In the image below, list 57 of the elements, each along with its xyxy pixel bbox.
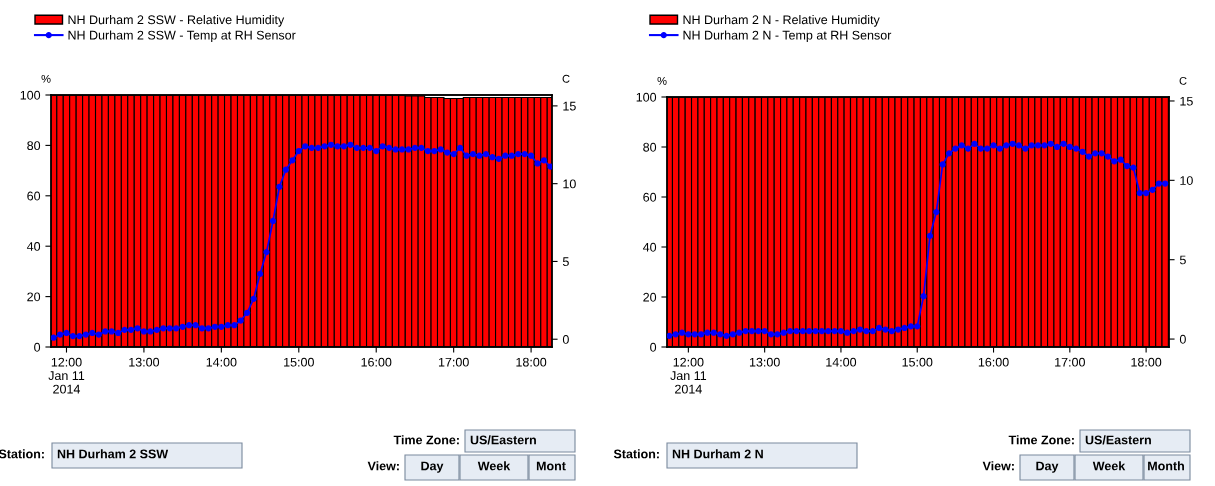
y-axis-title: % bbox=[657, 76, 667, 85]
y2-tick-label: 5 bbox=[1179, 255, 1186, 265]
text: View: bbox=[367, 461, 399, 471]
text: Day bbox=[1036, 461, 1059, 473]
x-tick-label: 17:00 bbox=[438, 357, 469, 367]
x-tick-label: 15:00 bbox=[284, 357, 314, 367]
y-tick-label: 0 bbox=[650, 342, 657, 352]
x-tick-label: 16:00 bbox=[978, 357, 1009, 367]
y2-tick-label: 15 bbox=[1180, 96, 1193, 106]
text: US/Eastern bbox=[1085, 435, 1151, 445]
y-tick-label: 60 bbox=[643, 192, 657, 202]
y-tick-label: 100 bbox=[20, 90, 41, 100]
x-tick-label: 16:00 bbox=[361, 357, 392, 367]
legend-label: NH Durham 2 N - Temp at RH Sensor bbox=[683, 30, 892, 43]
text: NH Durham 2 SSW bbox=[57, 449, 169, 459]
y-tick-label: 20 bbox=[27, 292, 41, 302]
y-tick-label: 40 bbox=[26, 242, 41, 251]
y2-tick-label: 0 bbox=[562, 335, 569, 344]
y2-tick-label: 10 bbox=[563, 179, 576, 189]
y2-axis-title: C bbox=[1179, 76, 1187, 85]
y2-tick-label: 5 bbox=[562, 257, 569, 267]
y-tick-label: 20 bbox=[643, 292, 657, 302]
y2-tick-label: 15 bbox=[563, 101, 576, 111]
y-axis-title: % bbox=[41, 74, 51, 83]
text: Time Zone: bbox=[393, 435, 459, 445]
text: Time Zone: bbox=[1008, 435, 1074, 445]
x-tick-label: 17:00 bbox=[1055, 357, 1085, 367]
y-tick-label: 100 bbox=[636, 92, 657, 102]
legend-label: NH Durham 2 N - Relative Humidity bbox=[683, 15, 880, 27]
y-tick-label: 0 bbox=[34, 342, 41, 352]
x-tick-label: 13:00 bbox=[749, 357, 780, 367]
x-tick-label: 14:00 bbox=[206, 357, 237, 367]
text: NH Durham 2 N bbox=[672, 449, 763, 459]
text: Week bbox=[477, 461, 511, 471]
x-tick-label: 13:00 bbox=[129, 357, 160, 367]
y-tick-label: 40 bbox=[642, 242, 657, 252]
x-tick-label: 12:00 Jan 11 2014 bbox=[670, 357, 707, 394]
text: Week bbox=[1092, 461, 1126, 471]
y2-tick-label: 0 bbox=[1179, 334, 1186, 344]
text: View: bbox=[982, 461, 1014, 471]
legend-label: NH Durham 2 SSW - Relative Humidity bbox=[68, 15, 285, 27]
y2-tick-label: 10 bbox=[1180, 176, 1193, 185]
x-tick-label: 12:00 Jan 11 2014 bbox=[48, 357, 85, 394]
text: Month bbox=[1148, 461, 1184, 471]
text: Station: bbox=[613, 449, 659, 459]
text: US/Eastern bbox=[470, 435, 536, 445]
y-tick-label: 80 bbox=[27, 141, 41, 151]
legend-label: NH Durham 2 SSW - Temp at RH Sensor bbox=[68, 30, 296, 43]
text: Mont bbox=[536, 461, 566, 471]
text: Day bbox=[421, 461, 444, 473]
y2-axis-title: C bbox=[562, 74, 570, 83]
x-tick-label: 18:00 bbox=[516, 357, 547, 367]
y-tick-label: 80 bbox=[643, 142, 657, 152]
x-tick-label: 14:00 bbox=[826, 357, 857, 367]
x-tick-label: 15:00 bbox=[902, 357, 933, 367]
x-tick-label: 18:00 bbox=[1131, 357, 1162, 367]
y-tick-label: 60 bbox=[27, 191, 41, 201]
